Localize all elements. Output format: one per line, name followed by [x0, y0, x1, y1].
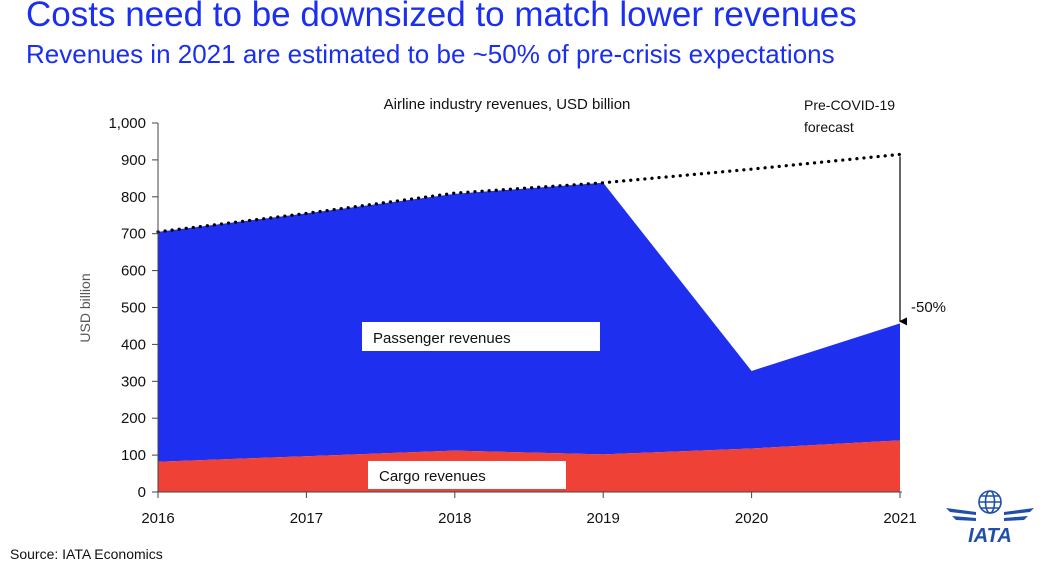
cargo-series-label: Cargo revenues: [379, 468, 486, 485]
y-tick-label: 900: [121, 152, 146, 169]
chart-title: Airline industry revenues, USD billion: [384, 96, 631, 113]
y-tick-label: 1,000: [108, 115, 146, 132]
y-tick-label: 700: [121, 226, 146, 243]
forecast-label-line2: forecast: [804, 119, 854, 135]
y-tick-label: 400: [121, 336, 146, 353]
y-tick-label: 0: [138, 484, 146, 501]
passenger-label-box: [362, 322, 600, 351]
y-axis-title: USD billion: [77, 273, 93, 342]
x-tick-label: 2020: [735, 510, 768, 527]
svg-text:IATA: IATA: [968, 525, 1012, 546]
y-tick-label: 600: [121, 263, 146, 280]
passenger-series-label: Passenger revenues: [373, 330, 511, 347]
y-tick-label: 100: [121, 447, 146, 464]
y-tick-label: 300: [121, 373, 146, 390]
y-tick-label: 200: [121, 410, 146, 427]
source-note: Source: IATA Economics: [10, 546, 163, 562]
y-tick-label: 800: [121, 189, 146, 206]
iata-logo: IATA: [946, 490, 1034, 546]
page-title: Costs need to be downsized to match lowe…: [26, 0, 857, 34]
x-tick-label: 2018: [438, 510, 471, 527]
x-tick-label: 2016: [141, 510, 174, 527]
forecast-label-line1: Pre-COVID-19: [804, 97, 895, 113]
x-tick-label: 2017: [290, 510, 323, 527]
y-tick-label: 500: [121, 300, 146, 317]
cargo-label-box: [368, 461, 566, 489]
x-tick-label: 2019: [587, 510, 620, 527]
decline-annotation: -50%: [911, 299, 946, 316]
x-tick-label: 2021: [883, 510, 916, 527]
page-subtitle: Revenues in 2021 are estimated to be ~50…: [26, 39, 835, 69]
